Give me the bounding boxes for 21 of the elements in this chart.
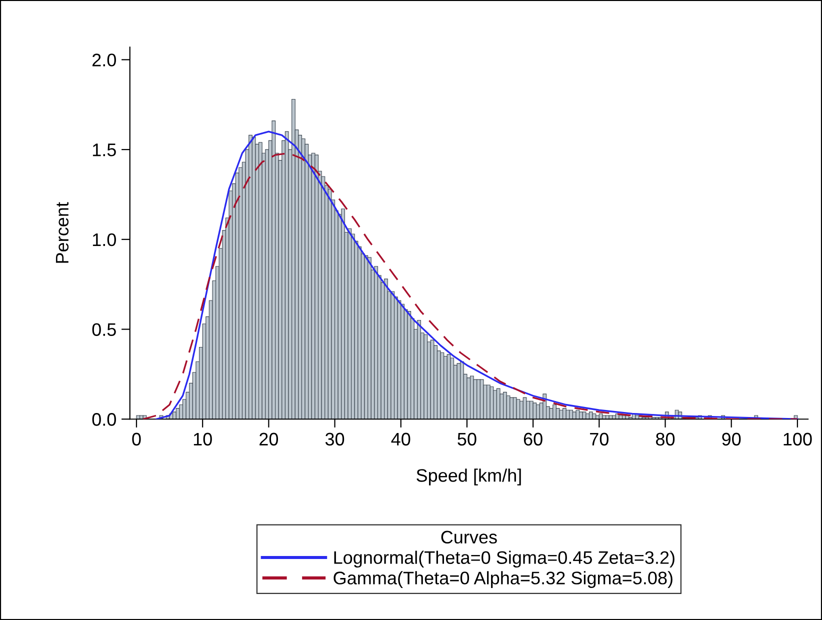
legend-title: Curves — [441, 530, 497, 544]
x-tick-label: 90 — [722, 432, 741, 446]
x-axis-title: Speed [km/h] — [416, 468, 521, 486]
x-tick-label: 20 — [260, 432, 278, 446]
y-tick-label: 1.0 — [92, 233, 116, 246]
x-tick-label: 50 — [458, 432, 476, 446]
y-tick-label: 1.5 — [92, 144, 116, 156]
x-tick-label: 100 — [784, 432, 812, 446]
y-tick-label: 0.0 — [92, 413, 116, 426]
x-tick-label: 0 — [132, 432, 141, 446]
y-tick-label: 0.5 — [92, 323, 116, 336]
y-axis-title: Percent — [56, 202, 69, 263]
x-tick-label: 10 — [194, 432, 212, 446]
x-tick-label: 30 — [325, 432, 344, 446]
x-tick-label: 60 — [524, 432, 542, 446]
x-tick-label: 40 — [391, 432, 410, 446]
x-tick-label: 80 — [656, 432, 675, 446]
x-tick-label: 70 — [590, 432, 608, 446]
legend-label: Lognormal(Theta=0 Sigma=0.45 Zeta=3.2) — [334, 550, 674, 568]
legend-label: Gamma(Theta=0 Alpha=5.32 Sigma=5.08) — [334, 571, 672, 588]
y-tick-label: 2.0 — [92, 54, 116, 66]
